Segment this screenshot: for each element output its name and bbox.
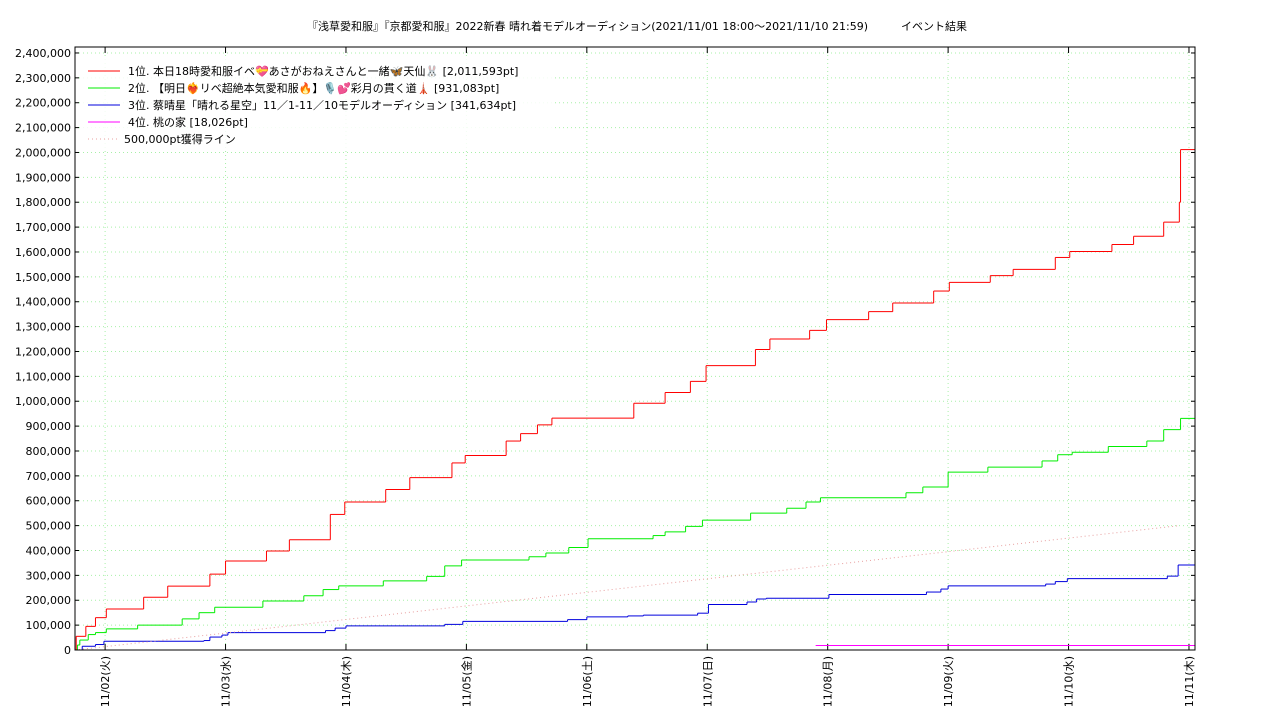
y-tick-label: 600,000 [26, 495, 72, 508]
x-tick-label: 11/11(木) [1183, 656, 1196, 707]
y-tick-label: 900,000 [26, 420, 72, 433]
legend-box [83, 59, 553, 150]
x-tick-label: 11/04(木) [340, 656, 353, 707]
x-tick-label: 11/07(日) [701, 656, 714, 707]
legend-label: 500,000pt獲得ライン [124, 133, 236, 146]
y-tick-label: 200,000 [26, 594, 72, 607]
y-tick-label: 100,000 [26, 619, 72, 632]
chart-title: 『浅草愛和服』『京都愛和服』2022新春 晴れ着モデルオーディション(2021/… [307, 19, 967, 33]
x-tick-label: 11/10(水) [1063, 656, 1076, 707]
x-tick-label: 11/05(金) [459, 656, 473, 707]
y-tick-label: 1,100,000 [15, 370, 71, 383]
y-tick-label: 500,000 [26, 520, 72, 533]
y-tick-label: 2,000,000 [15, 146, 71, 159]
y-tick-label: 1,600,000 [15, 246, 71, 259]
y-tick-label: 1,200,000 [15, 345, 71, 358]
y-tick-label: 1,800,000 [15, 196, 71, 209]
y-tick-label: 1,700,000 [15, 221, 71, 234]
y-tick-label: 800,000 [26, 445, 72, 458]
x-tick-label: 11/08(月) [822, 656, 835, 707]
y-tick-label: 2,100,000 [15, 122, 71, 135]
y-tick-label: 1,900,000 [15, 171, 71, 184]
x-tick-label: 11/06(土) [581, 656, 594, 707]
y-tick-label: 2,200,000 [15, 97, 71, 110]
y-tick-label: 1,000,000 [15, 395, 71, 408]
y-tick-label: 0 [64, 644, 71, 657]
x-tick-label: 11/09(火) [942, 656, 955, 707]
y-tick-label: 2,400,000 [15, 47, 71, 60]
legend-label: 2位. 【明日❤️‍🔥リベ超絶本気愛和服🔥】🎙️💕彩月の貫く道🗼 [931,08… [128, 81, 499, 95]
x-tick-label: 11/03(水) [220, 656, 233, 707]
y-tick-label: 700,000 [26, 470, 72, 483]
legend-label: 3位. 蔡晴星「晴れる星空」11／1-11／10モデルオーディション [341,… [128, 98, 516, 112]
legend-label: 1位. 本日18時愛和服イベ💝あさがおねえさんと一緒🦋天仙🐰 [2,011,59… [128, 64, 518, 78]
y-tick-label: 1,400,000 [15, 296, 71, 309]
y-tick-label: 1,300,000 [15, 321, 71, 334]
plot-frame [74, 46, 1196, 651]
x-tick-label: 11/02(火) [99, 656, 112, 707]
legend-label: 4位. 桃の家 [18,026pt] [128, 115, 248, 129]
y-tick-label: 2,300,000 [15, 72, 71, 85]
y-tick-label: 400,000 [26, 544, 72, 557]
y-tick-label: 1,500,000 [15, 271, 71, 284]
y-tick-label: 300,000 [26, 569, 72, 582]
